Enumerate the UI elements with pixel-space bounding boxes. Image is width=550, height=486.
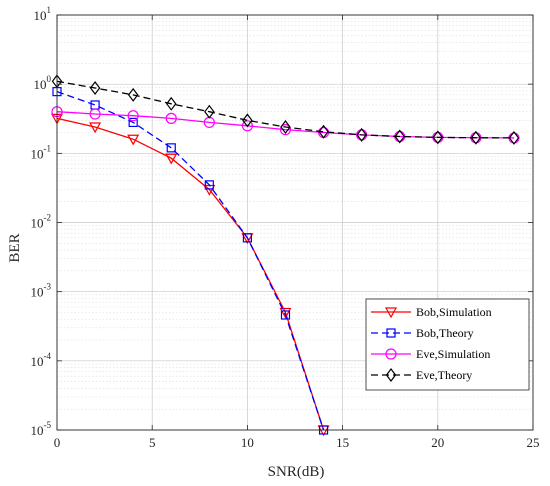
y-tick-label: 10-4 [31,351,52,369]
data-point [127,87,139,102]
data-point [508,130,520,145]
x-tick-label: 0 [54,435,61,450]
legend: Bob,Simulation Bob,Theory Eve,Simulation Ev… [365,298,530,391]
series-line [56,117,325,431]
data-point [165,153,178,165]
data-point [89,108,101,120]
legend-entry: Bob,Simulation [371,305,492,319]
legend-label: Bob,Theory [416,326,474,340]
data-point [165,112,177,124]
y-tick-label: 100 [34,74,52,92]
data-point [470,130,482,145]
data-point [204,180,214,190]
y-tick-label: 10-5 [31,420,52,438]
data-point [242,113,253,128]
y-axis-label: BER [7,233,23,262]
data-point [89,122,102,134]
data-point [166,143,176,153]
x-tick-label: 20 [431,435,444,450]
legend-marker [385,368,397,382]
legend-marker [384,307,398,319]
data-point [280,120,291,135]
data-point [280,310,291,320]
data-point [165,96,177,111]
data-point [242,233,252,243]
y-tick-label: 10-3 [31,282,52,300]
y-tick-label: 101 [34,5,52,23]
x-tick-label: 5 [149,435,156,450]
series-line [56,80,514,139]
x-tick-label: 10 [241,435,254,450]
series-layer [50,74,520,437]
x-tick-label: 15 [336,435,349,450]
data-point [356,127,367,142]
data-point [128,117,138,128]
data-point [394,129,405,144]
y-tick-label: 10-2 [31,213,52,231]
legend-label: Eve,Simulation [416,347,490,361]
legend-entry: Eve,Simulation [371,347,490,361]
legend-label: Bob,Simulation [416,305,492,319]
x-axis-label: SNR(dB) [268,464,325,480]
series-line [56,91,325,431]
data-point [318,124,329,139]
tick-labels: 0 5 10 15 20 25 10-5 10-4 10-3 10-2 10-1 100 101 [31,5,540,450]
legend-marker [385,348,397,360]
legend-label: Eve,Theory [416,368,472,382]
data-point [89,81,101,96]
data-point [279,124,292,136]
data-point [204,104,215,119]
data-point [127,134,140,146]
data-point [279,307,292,319]
data-point [241,120,253,132]
legend-marker [386,328,396,338]
x-tick-label: 25 [527,435,540,450]
series-3 [51,74,520,145]
legend-entry: Eve,Theory [371,368,472,382]
data-point [127,110,139,122]
data-point [432,130,444,145]
y-tick-label: 10-1 [31,143,52,161]
legend-entry: Bob,Theory [371,326,474,340]
